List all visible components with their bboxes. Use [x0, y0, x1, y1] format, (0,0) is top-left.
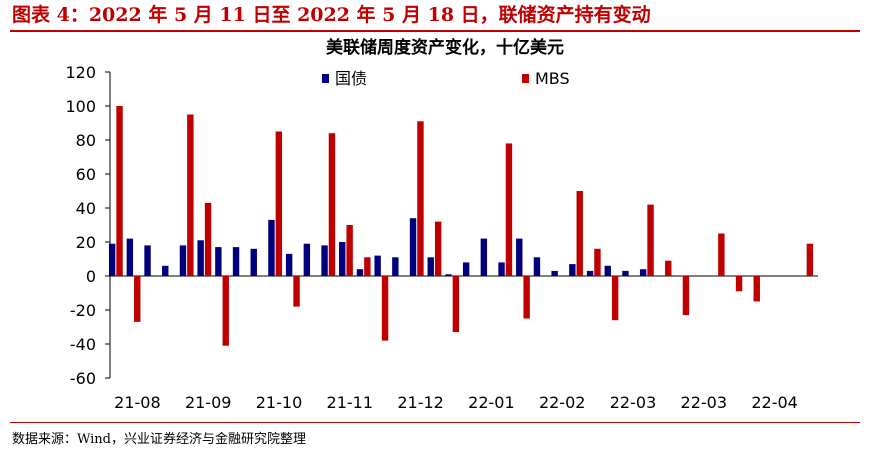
x-tick-label: 22-01: [468, 393, 515, 412]
treasury-bar: [445, 274, 452, 276]
figure-title: 图表 4：2022 年 5 月 11 日至 2022 年 5 月 18 日，联储…: [12, 4, 651, 26]
x-tick-label: 21-10: [256, 393, 303, 412]
treasury-bar: [356, 269, 364, 276]
mbs-bar: [328, 133, 336, 276]
mbs-bar: [381, 276, 389, 341]
mbs-bar: [576, 191, 583, 276]
x-tick-label: 21-09: [185, 393, 232, 412]
treasury-bar: [144, 245, 151, 276]
y-tick-label: 60: [76, 165, 96, 184]
treasury-bar: [197, 240, 204, 276]
mbs-bar: [806, 243, 814, 276]
treasury-bar: [586, 270, 594, 276]
mbs-bar: [665, 260, 672, 276]
y-tick-label: 120: [65, 63, 96, 82]
bars: [108, 106, 814, 346]
y-tick-label: -20: [70, 301, 96, 320]
y-tick-label: 0: [86, 267, 96, 286]
mbs-bar: [505, 143, 513, 276]
y-tick-label: -40: [70, 335, 96, 354]
mbs-bar: [434, 221, 442, 276]
chart-title: 美联储周度资产变化，十亿美元: [326, 37, 564, 58]
mbs-bar: [364, 257, 371, 276]
treasury-bar: [321, 245, 328, 276]
mbs-legend-label: MBS: [535, 69, 570, 88]
treasury-bar: [303, 243, 311, 276]
mbs-bar: [594, 248, 601, 276]
treasury-bar: [215, 247, 222, 276]
x-tick-label: 21-08: [114, 393, 161, 412]
y-tick-label: 80: [76, 131, 96, 150]
treasury-bar: [639, 269, 647, 276]
treasury-bar: [462, 262, 470, 276]
treasury-bar: [551, 270, 558, 276]
treasury-bar: [604, 265, 611, 276]
mbs-bar: [293, 276, 300, 307]
treasury-bar: [339, 242, 346, 276]
source-rule: [10, 422, 860, 423]
treasury-bar: [427, 257, 434, 276]
treasury-bar: [480, 238, 488, 276]
treasury-bar: [498, 262, 505, 276]
x-tick-label: 22-04: [751, 393, 798, 412]
mbs-bar: [275, 131, 283, 276]
y-tick-label: 100: [65, 97, 96, 116]
mbs-bar: [204, 202, 212, 276]
x-tick-label: 22-03: [681, 393, 728, 412]
treasury-legend-swatch: [322, 74, 329, 83]
title-rule: [10, 30, 860, 32]
axes: -60 -40 -20 0 20 40 60 80 100 120 21-08 21-09 21-10 2…: [65, 63, 818, 412]
treasury-bar: [268, 219, 275, 276]
treasury-bar: [622, 270, 629, 276]
treasury-bar: [569, 264, 576, 276]
y-tick-label: 20: [76, 233, 96, 252]
mbs-bar: [116, 106, 123, 276]
mbs-bar: [134, 276, 141, 322]
x-tick-label: 22-03: [610, 393, 657, 412]
mbs-bar: [222, 276, 229, 346]
source-note: 数据来源：Wind，兴业证券经济与金融研究院整理: [12, 432, 306, 447]
treasury-bar: [162, 265, 169, 276]
y-tick-label: 40: [76, 199, 96, 218]
treasury-bar: [516, 238, 523, 276]
treasury-bar: [533, 257, 541, 276]
x-tick-label: 22-02: [539, 393, 586, 412]
mbs-bar: [346, 225, 353, 276]
mbs-bar: [611, 276, 619, 321]
mbs-bar: [718, 233, 725, 276]
mbs-bar: [735, 276, 743, 292]
mbs-bar: [647, 204, 654, 276]
treasury-bar: [392, 257, 399, 276]
treasury-bar: [232, 247, 240, 276]
treasury-bar: [285, 253, 293, 276]
mbs-bar: [187, 114, 194, 276]
treasury-bar: [179, 245, 187, 276]
mbs-bar: [523, 276, 530, 319]
legend: 国债 MBS: [322, 69, 570, 88]
treasury-bar: [126, 238, 134, 276]
treasury-bar: [250, 248, 257, 276]
y-tick-label: -60: [70, 369, 96, 388]
mbs-bar: [682, 276, 690, 316]
mbs-legend-swatch: [522, 74, 529, 83]
mbs-bar: [753, 276, 760, 302]
treasury-bar: [374, 255, 381, 276]
x-tick-label: 21-12: [397, 393, 444, 412]
treasury-bar: [108, 243, 116, 276]
treasury-bar: [409, 218, 417, 276]
treasury-legend-label: 国债: [335, 69, 367, 88]
mbs-bar: [417, 121, 424, 276]
x-tick-label: 21-11: [327, 393, 374, 412]
mbs-bar: [452, 276, 460, 333]
